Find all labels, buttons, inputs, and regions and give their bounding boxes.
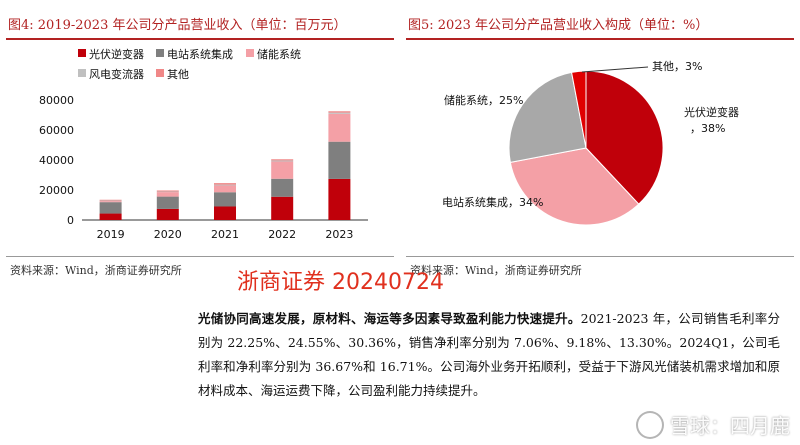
- bar-segment: [99, 202, 122, 214]
- pie-slice: [585, 70, 664, 205]
- xueqiu-watermark: 雪球：四月鹿: [636, 410, 790, 439]
- bar-chart-axes: 0 20000 40000 60000 80000 2019 2020 2021 2022 202…: [39, 94, 368, 241]
- paragraph-body: 2021-2023 年，公司销售毛利率分别为 22.25%、24.55%、30.…: [198, 311, 780, 398]
- bar-segment: [214, 192, 236, 207]
- bar-segment: [328, 113, 351, 142]
- bar-segment: [271, 161, 294, 179]
- legend-swatch: [78, 49, 86, 57]
- pie-slice-label: 光伏逆变器，38%: [684, 105, 739, 135]
- bar-segment: [328, 178, 351, 220]
- y-tick-label: 60000: [39, 124, 74, 137]
- pie-slice: [508, 71, 587, 164]
- bar-segment: [214, 184, 236, 186]
- x-tick-label: 2022: [268, 228, 296, 241]
- paragraph-lead: 光储协同高速发展，原材料、海运等多因素导致盈利能力快速提升。: [198, 311, 581, 326]
- bar-segment: [99, 213, 122, 220]
- pie-chart-slices: [508, 70, 664, 226]
- bar-segment: [214, 185, 236, 193]
- figure5-bottom-rule: [406, 256, 794, 257]
- figure5-top-rule: [406, 38, 794, 40]
- figure4-bottom-rule: [6, 256, 394, 257]
- bar-segment: [156, 208, 179, 220]
- y-tick-label: 80000: [39, 94, 74, 107]
- bar-segment: [156, 190, 179, 192]
- legend-label: 电站系统集成: [167, 47, 233, 61]
- pie-slice-label: 电站系统集成，34%: [442, 195, 543, 209]
- xueqiu-logo-icon: [636, 410, 664, 439]
- pie-chart-labels: 光伏逆变器，38% 电站系统集成，34% 储能系统，25% 其他，3%: [442, 60, 739, 209]
- x-tick-label: 2019: [97, 228, 125, 241]
- figure4-top-rule: [6, 38, 394, 40]
- pie-slice-label: 储能系统，25%: [444, 93, 523, 107]
- bar-segment: [271, 160, 294, 162]
- bar-segment: [271, 159, 294, 161]
- x-tick-label: 2021: [211, 228, 239, 241]
- legend-swatch: [156, 69, 164, 77]
- legend-swatch: [156, 49, 164, 57]
- bar-segment: [156, 191, 179, 193]
- bar-segment: [328, 112, 351, 114]
- pie-leader-line: [581, 66, 649, 73]
- bar-segment: [99, 199, 122, 201]
- bar-segment: [328, 111, 351, 113]
- figure4-source: 资料来源：Wind，浙商证券研究所: [10, 264, 182, 277]
- y-tick-label: 0: [67, 214, 74, 227]
- bar-segment: [156, 196, 179, 209]
- pie-slice-label: 其他，3%: [652, 60, 702, 73]
- x-tick-label: 2023: [325, 228, 353, 241]
- legend-label: 风电变流器: [89, 67, 144, 81]
- figure5-source: 资料来源：Wind，浙商证券研究所: [410, 264, 582, 277]
- y-tick-label: 20000: [39, 184, 74, 197]
- legend-label: 光伏逆变器: [89, 47, 144, 61]
- bar-segment: [328, 141, 351, 179]
- legend-swatch: [246, 49, 254, 57]
- bar-segment: [99, 201, 122, 203]
- bar-chart-bars: [99, 111, 351, 220]
- bar-segment: [271, 178, 294, 197]
- legend-swatch: [78, 69, 86, 77]
- xueqiu-watermark-text: 雪球：四月鹿: [670, 414, 790, 438]
- y-tick-label: 40000: [39, 154, 74, 167]
- pie-slice: [570, 70, 587, 149]
- figure5-title: 图5: 2023 年公司分产品营业收入构成（单位：%）: [408, 18, 709, 33]
- bar-segment: [99, 200, 122, 202]
- figure4-title: 图4: 2019-2023 年公司分产品营业收入（单位：百万元）: [8, 18, 347, 33]
- bar-segment: [156, 192, 179, 197]
- revenue-composition-pie-chart: 光伏逆变器，38% 电站系统集成，34% 储能系统，25% 其他，3%: [442, 60, 739, 226]
- bar-segment: [214, 183, 236, 185]
- broker-date-watermark: 浙商证券 20240724: [237, 270, 444, 295]
- pie-slice: [509, 147, 640, 226]
- legend-label: 储能系统: [257, 47, 301, 61]
- bar-segment: [271, 196, 294, 220]
- x-tick-label: 2020: [154, 228, 182, 241]
- bar-segment: [214, 206, 236, 220]
- legend-label: 其他: [167, 68, 189, 81]
- analysis-paragraph: 光储协同高速发展，原材料、海运等多因素导致盈利能力快速提升。2021-2023 …: [198, 307, 780, 403]
